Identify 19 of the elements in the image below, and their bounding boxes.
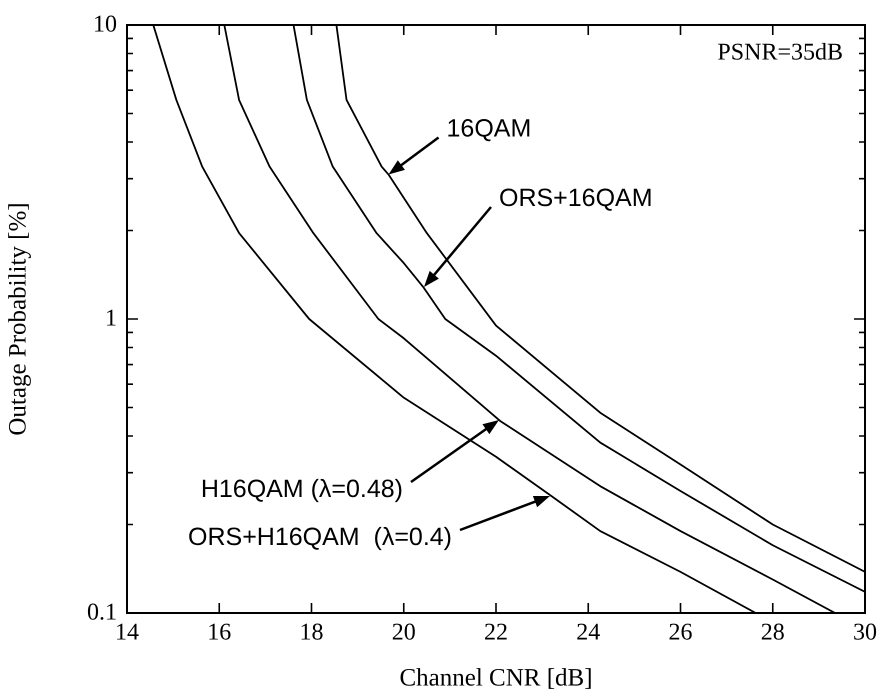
x-tick-label: 30	[853, 620, 877, 646]
x-tick-label: 26	[668, 620, 692, 646]
annotation: ORS+16QAM	[499, 184, 653, 212]
y-axis-title: Outage Probability [%]	[4, 202, 32, 436]
y-tick-label: 0.1	[87, 599, 117, 626]
x-tick-label: 16	[207, 620, 232, 646]
y-tick-label: 1	[105, 305, 117, 332]
x-tick-label: 24	[576, 620, 600, 646]
x-tick-label: 28	[760, 620, 785, 646]
x-axis-title: Channel CNR [dB]	[399, 664, 593, 692]
x-tick-label: 22	[484, 620, 508, 646]
x-tick-label: 18	[300, 620, 324, 646]
x-tick-label: 14	[115, 620, 139, 646]
annotation: H16QAM (λ=0.48)	[200, 474, 403, 503]
annotation: 16QAM	[446, 114, 532, 142]
x-tick-label: 20	[392, 620, 416, 646]
annotation: ORS+H16QAM (λ=0.4)	[188, 522, 452, 551]
annotation: PSNR=35dB	[717, 39, 843, 66]
y-tick-label: 10	[93, 11, 117, 38]
